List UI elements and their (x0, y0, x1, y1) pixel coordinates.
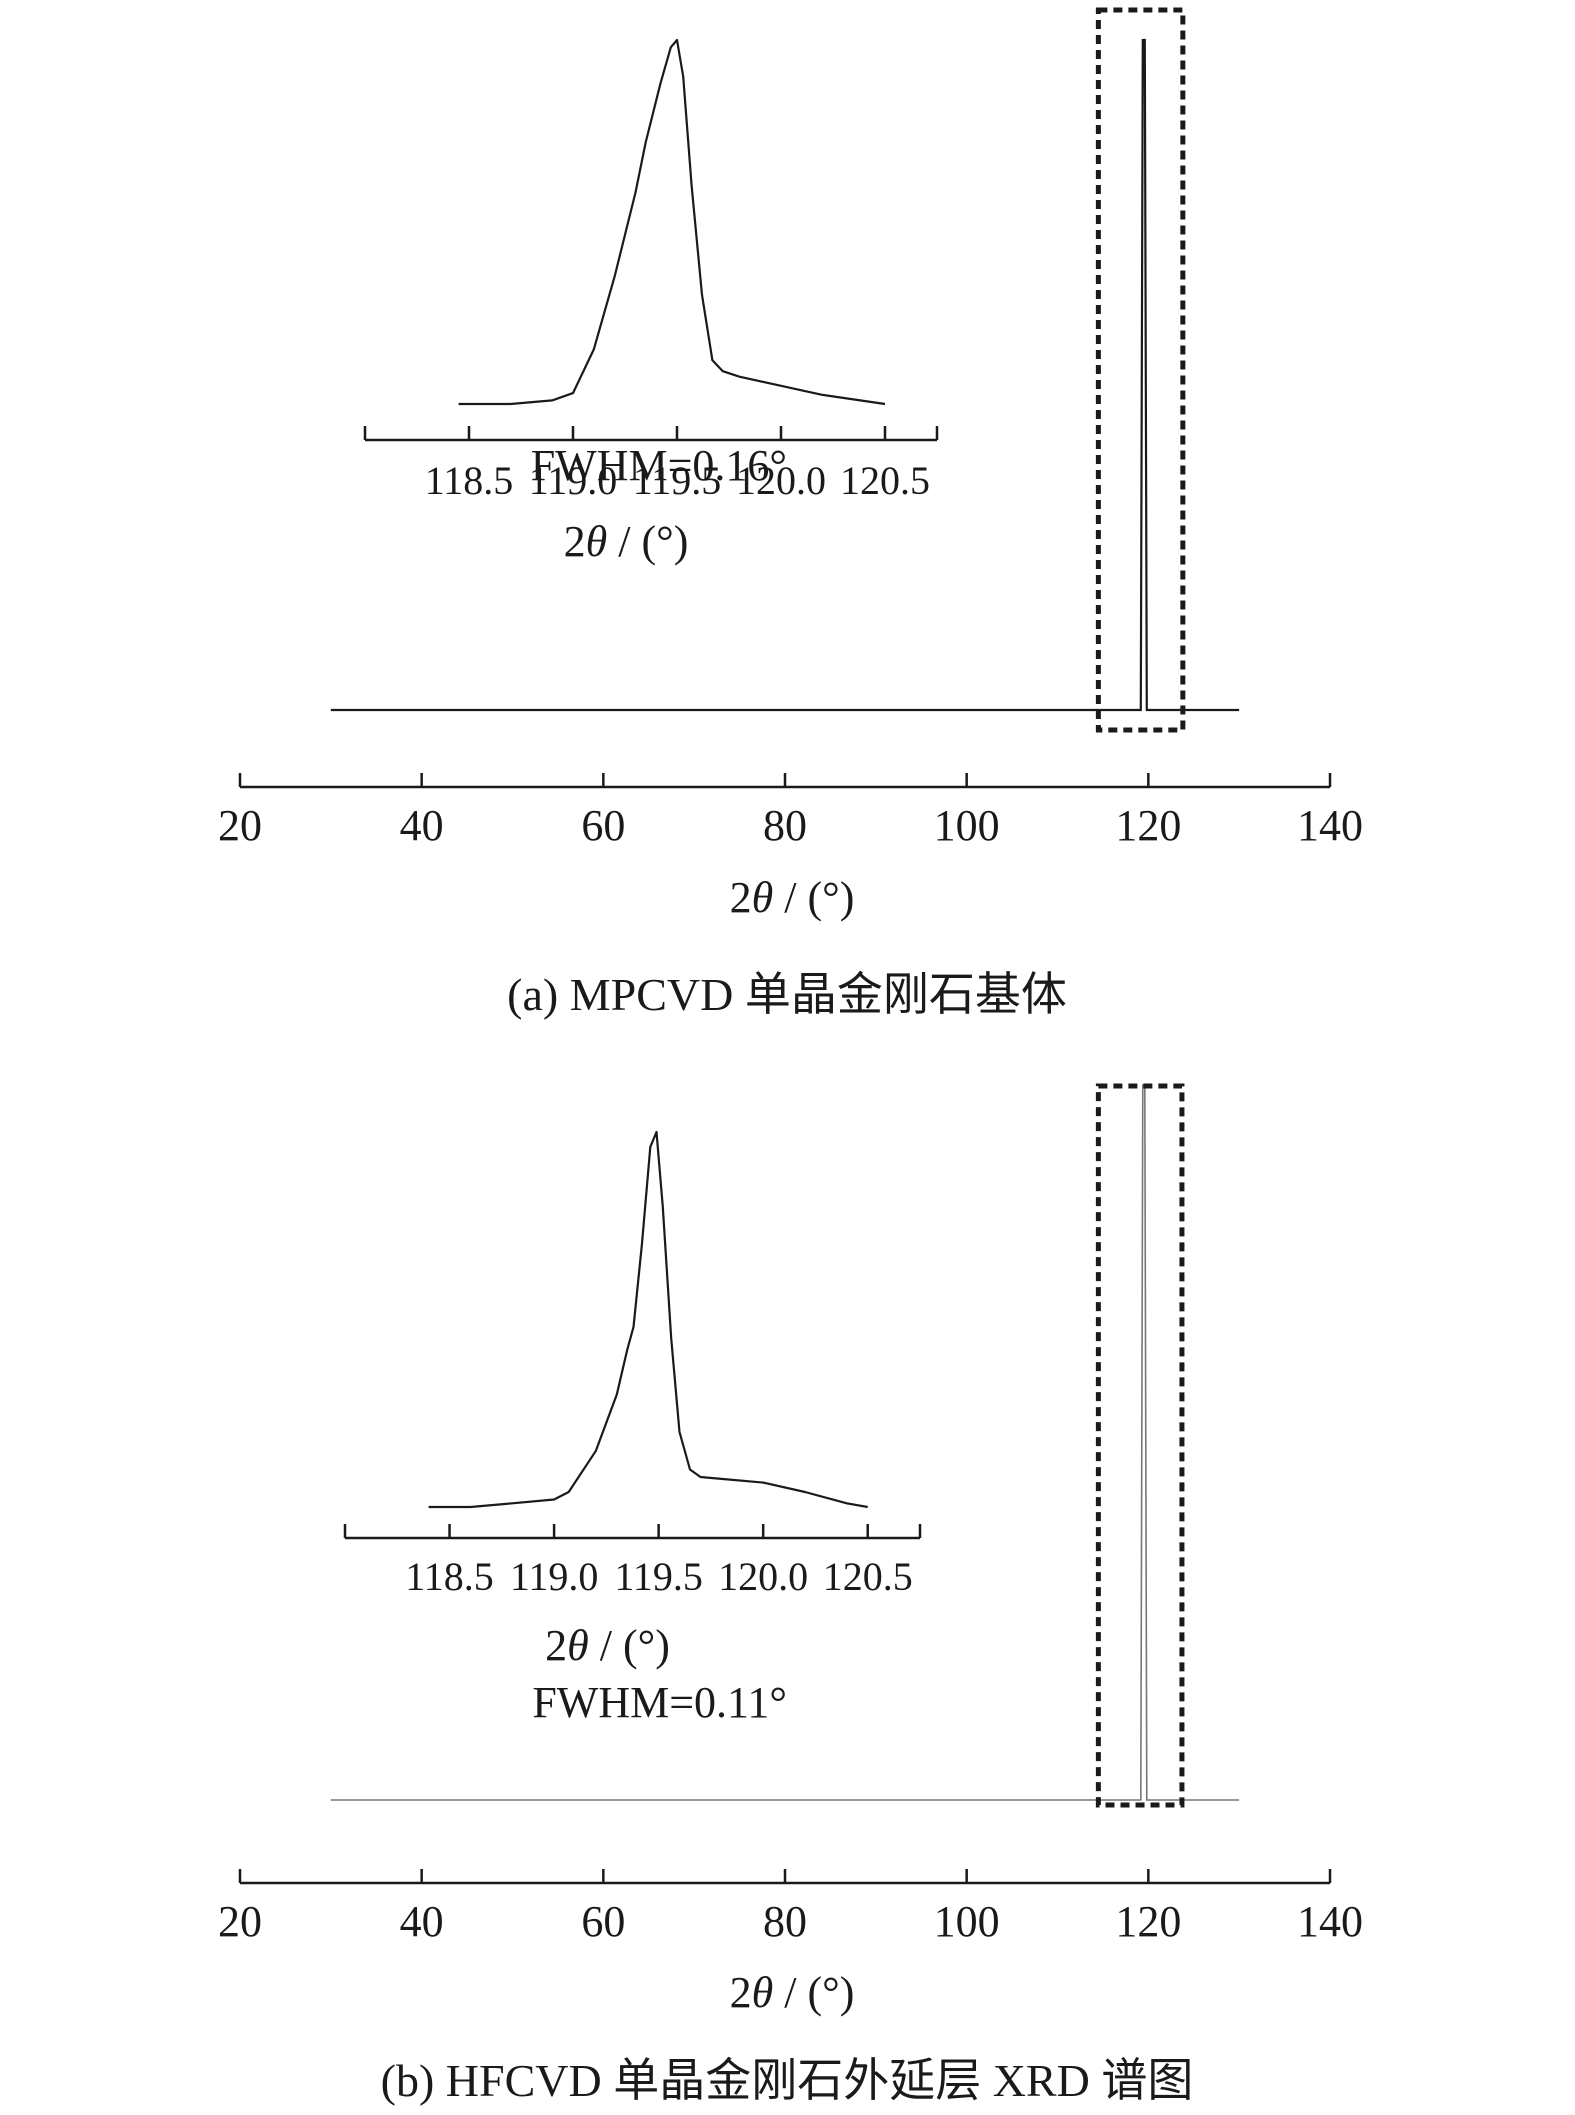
inset-x-axis-title-b-suffix: / (°) (589, 1621, 670, 1670)
inset-x-tick-label: 119.5 (614, 1554, 703, 1599)
x-axis-title-a-symbol: θ (752, 873, 774, 922)
inset-x-axis-title-b-prefix: 2 (545, 1621, 567, 1670)
x-tick-label: 80 (763, 801, 807, 850)
x-tick-label: 40 (400, 1897, 444, 1946)
inset-x-tick-label: 119.5 (633, 458, 722, 503)
x-tick-label: 120 (1115, 1897, 1181, 1946)
fwhm-annotation-b: FWHM=0.11° (532, 1678, 787, 1727)
inset-peak-line (428, 1130, 868, 1509)
x-axis-title-a-suffix: / (°) (773, 873, 854, 922)
x-axis-title-b-suffix: / (°) (773, 1968, 854, 2017)
x-tick-label: 20 (218, 1897, 262, 1946)
x-tick-label: 140 (1297, 1897, 1363, 1946)
inset-x-axis-title-b-symbol: θ (567, 1621, 589, 1670)
x-tick-label: 120 (1115, 801, 1181, 850)
inset-x-axis-title-b: 2θ / (°) (545, 1621, 670, 1670)
peak-highlight-box (1095, 7, 1186, 733)
inset-x-axis-title-a-suffix: / (°) (607, 517, 688, 566)
inset-x-axis-title-a-prefix: 2 (564, 517, 586, 566)
inset-x-tick-label: 119.0 (529, 458, 618, 503)
inset-x-axis-title-a: 2θ / (°) (564, 517, 689, 566)
inset-x-tick-label: 120.0 (718, 1554, 808, 1599)
inset-x-tick-label: 118.5 (425, 458, 514, 503)
inset-x-axis-title-a-symbol: θ (586, 517, 608, 566)
x-tick-label: 100 (934, 1897, 1000, 1946)
inset-x-tick-label: 119.0 (510, 1554, 599, 1599)
inset-x-tick-label: 120.5 (840, 458, 930, 503)
x-tick-label: 20 (218, 801, 262, 850)
peak-highlight-box (1095, 1083, 1185, 1808)
inset-peak-line (458, 38, 886, 406)
x-tick-label: 140 (1297, 801, 1363, 850)
x-axis-title-a-prefix: 2 (730, 873, 752, 922)
x-axis-title-b: 2θ / (°) (730, 1968, 855, 2017)
inset-x-tick-label: 120.0 (736, 458, 826, 503)
fwhm-annotation-a: FWHM=0.16° (531, 441, 787, 490)
x-axis-title-a: 2θ / (°) (730, 873, 855, 922)
x-axis-title-b-symbol: θ (752, 1968, 774, 2017)
x-tick-label: 100 (934, 801, 1000, 850)
inset-x-tick-label: 118.5 (405, 1554, 494, 1599)
panel-a: (a) MPCVD 单晶金刚石基体 FWHM=0.16° 2θ / (°) 2θ… (218, 7, 1363, 1020)
caption-b: (b) HFCVD 单晶金刚石外延层 XRD 谱图 (381, 2055, 1194, 2106)
caption-a: (a) MPCVD 单晶金刚石基体 (507, 969, 1067, 1020)
spectrum-line (330, 38, 1240, 712)
x-tick-label: 40 (400, 801, 444, 850)
panel-b: (b) HFCVD 单晶金刚石外延层 XRD 谱图 FWHM=0.11° 2θ … (218, 1083, 1363, 2106)
x-tick-label: 80 (763, 1897, 807, 1946)
x-tick-label: 60 (581, 1897, 625, 1946)
x-tick-label: 60 (581, 801, 625, 850)
inset-x-tick-label: 120.5 (823, 1554, 913, 1599)
x-axis-title-b-prefix: 2 (730, 1968, 752, 2017)
